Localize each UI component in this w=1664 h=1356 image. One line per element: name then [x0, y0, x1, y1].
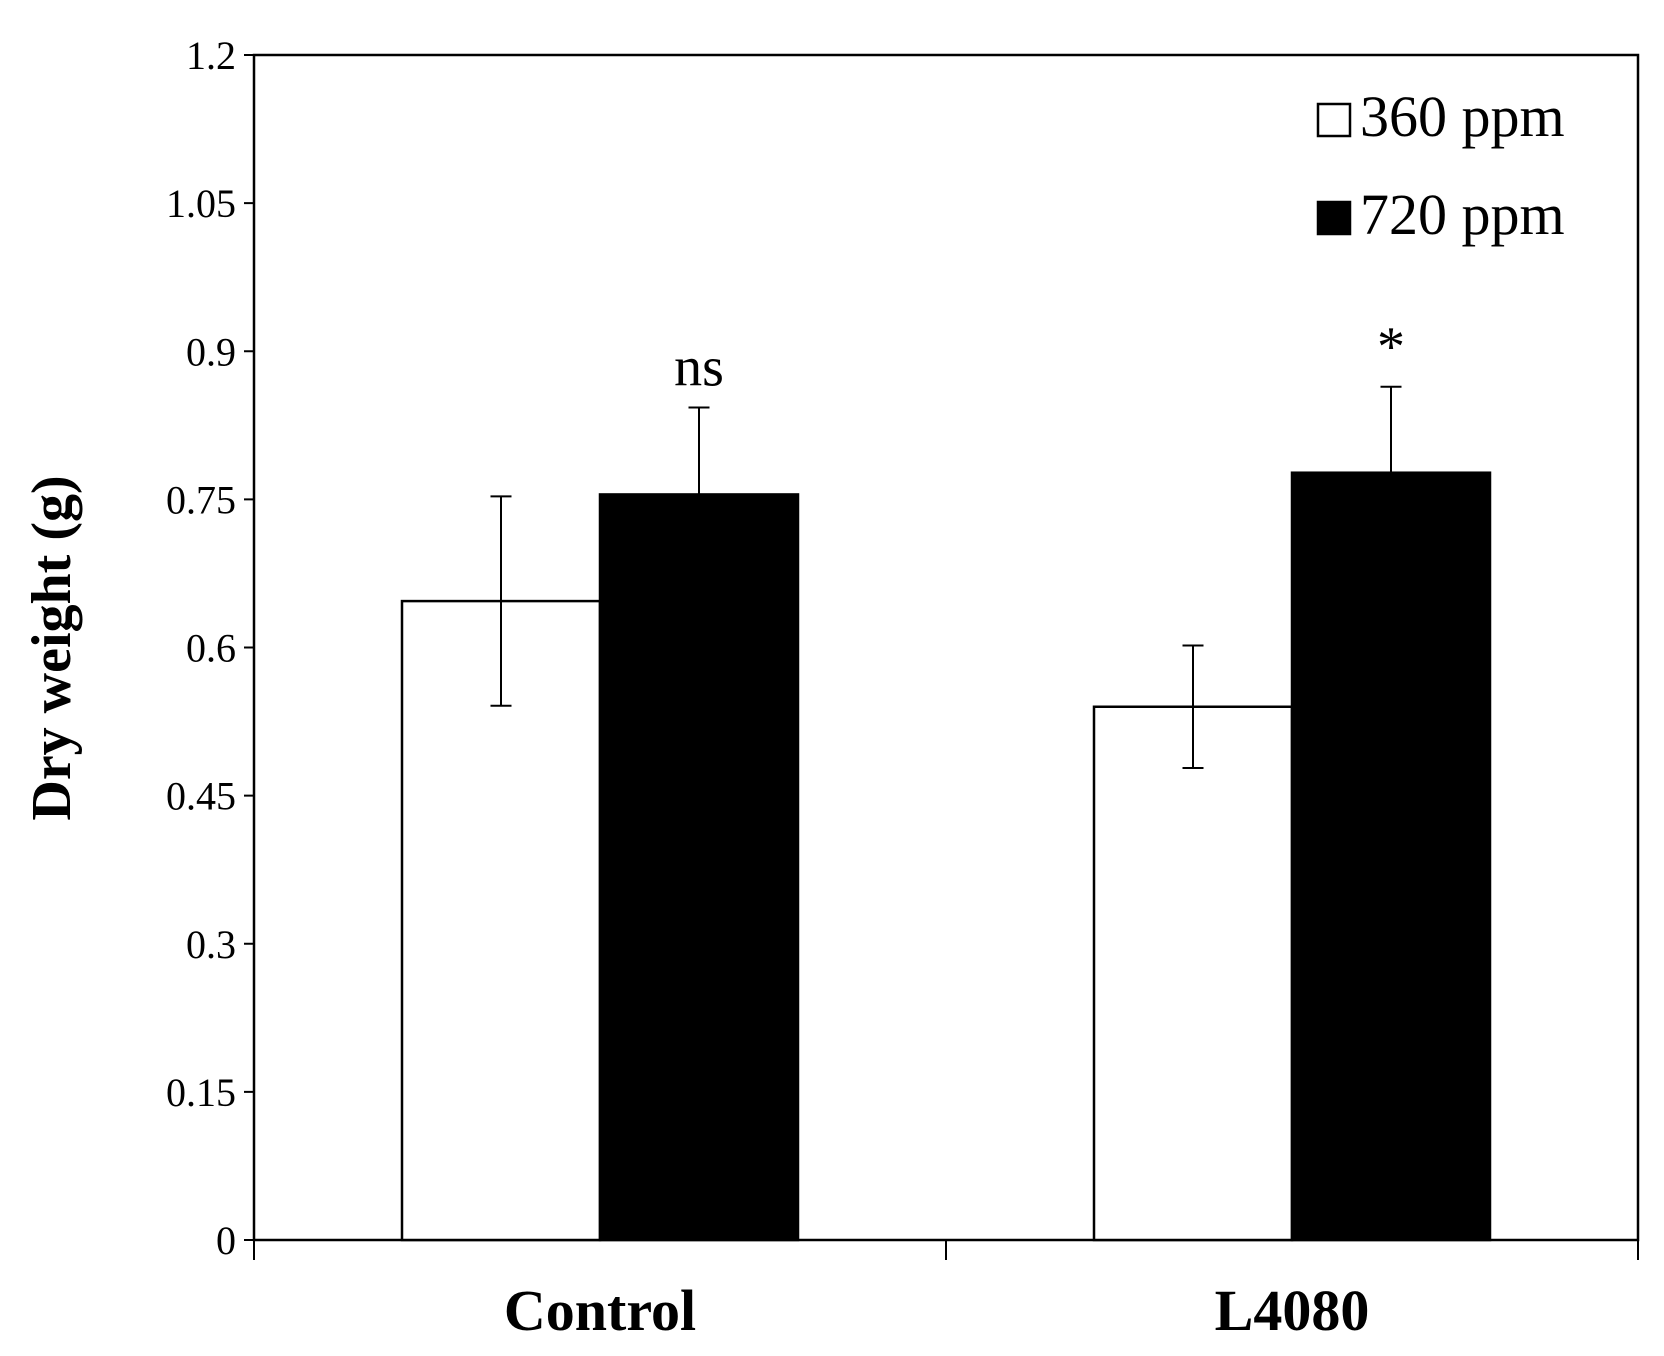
x-axis-ticks — [253, 1240, 1639, 1260]
error-bars — [490, 385, 1402, 769]
y-tick-label: 0.75 — [166, 477, 236, 522]
bar-l4080-360-ppm — [1092, 705, 1294, 1242]
annotation-control: ns — [674, 337, 724, 399]
y-axis-title: Dry weight (g) — [21, 475, 83, 820]
y-axis-ticks: 0 0.15 0.3 0.45 0.6 0.75 0.9 1.05 1.2 — [166, 33, 254, 1263]
legend-swatch-360 — [1316, 102, 1352, 138]
x-tick-label-l4080: L4080 — [1215, 1278, 1370, 1343]
bar-control-360-ppm — [400, 599, 602, 1242]
y-tick-label: 1.05 — [166, 181, 236, 226]
y-tick-label: 1.2 — [186, 33, 236, 78]
bar-control-720-ppm — [598, 493, 800, 1242]
legend: 360 ppm 720 ppm — [1316, 84, 1565, 247]
y-tick-label: 0.9 — [186, 329, 236, 374]
annotation-l4080: * — [1377, 316, 1405, 378]
x-tick-label-control: Control — [504, 1278, 696, 1343]
y-tick-label: 0.45 — [166, 774, 236, 819]
bar-l4080-720-ppm — [1290, 471, 1492, 1242]
y-tick-label: 0.6 — [186, 626, 236, 671]
legend-swatch-720 — [1316, 200, 1352, 236]
legend-label-360: 360 ppm — [1360, 84, 1565, 149]
bar-series — [400, 471, 1492, 1242]
y-tick-label: 0 — [216, 1218, 236, 1263]
y-tick-label: 0.3 — [186, 922, 236, 967]
legend-label-720: 720 ppm — [1360, 182, 1565, 247]
y-tick-label: 0.15 — [166, 1070, 236, 1115]
